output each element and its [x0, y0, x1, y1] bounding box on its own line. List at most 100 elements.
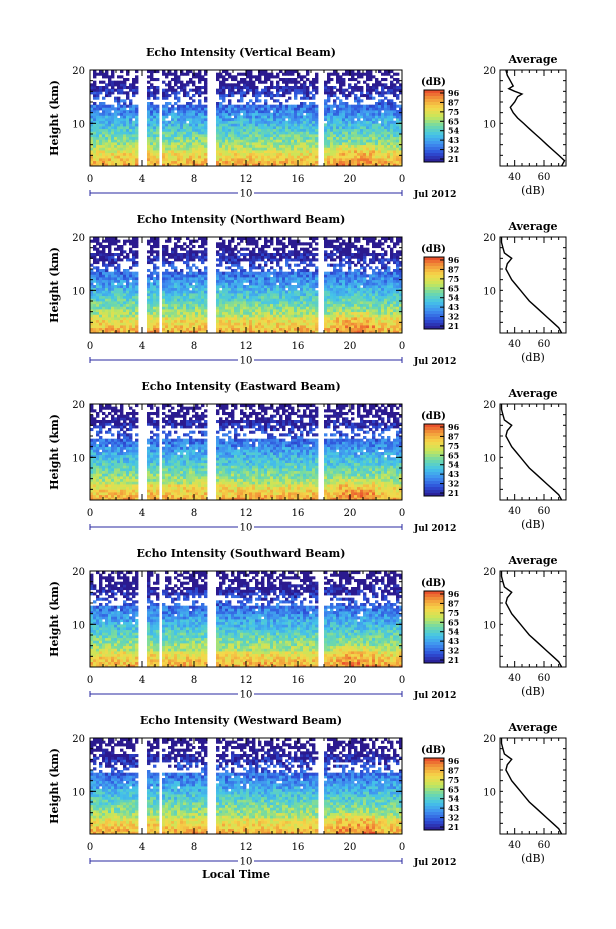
colorbar-label: (dB) — [421, 745, 446, 756]
y-tick-label: 20 — [72, 734, 85, 745]
x-tick-label: 8 — [191, 675, 197, 686]
x-tick-label: 8 — [191, 508, 197, 519]
y-tick-label: 20 — [72, 400, 85, 411]
colorbar-tick-label: 32 — [448, 813, 459, 823]
heatmap — [90, 404, 403, 501]
colorbar-tick-label: 21 — [448, 822, 459, 832]
average-y-tick-label: 20 — [483, 66, 496, 77]
average-y-tick-label: 10 — [483, 286, 496, 297]
average-y-tick-label: 20 — [483, 233, 496, 244]
panel-title: Echo Intensity (Eastward Beam) — [141, 380, 340, 393]
x-tick-label: 8 — [191, 842, 197, 853]
average-frame — [499, 403, 567, 501]
x-tick-label: 0 — [87, 174, 93, 185]
y-axis-label: Height (km) — [48, 748, 61, 824]
heatmap — [90, 738, 403, 835]
x-axis-label: Local Time — [202, 868, 270, 881]
date-marker: 10 — [240, 857, 253, 868]
x-tick-label: 4 — [139, 842, 145, 853]
y-tick-label: 20 — [72, 233, 85, 244]
colorbar-tick-label: 96 — [448, 255, 460, 265]
colorbar-tick-label: 75 — [448, 775, 459, 785]
colorbar-tick-label: 96 — [448, 589, 460, 599]
average-title: Average — [507, 220, 557, 233]
colorbar-tick-label: 75 — [448, 274, 459, 284]
colorbar-tick-label: 65 — [448, 116, 459, 126]
average-x-axis-label: (dB) — [521, 685, 545, 698]
colorbar-tick-label: 32 — [448, 145, 459, 155]
x-tick-label: 12 — [240, 675, 253, 686]
average-x-tick-label: 40 — [508, 339, 521, 350]
x-tick-label: 0 — [87, 675, 93, 686]
heatmap — [90, 70, 403, 167]
y-axis-label: Height (km) — [48, 581, 61, 657]
colorbar-tick-label: 96 — [448, 88, 460, 98]
date-marker: 10 — [240, 690, 253, 701]
colorbar-tick-label: 65 — [448, 450, 459, 460]
colorbar-tick-label: 43 — [448, 636, 460, 646]
colorbar-tick-label: 32 — [448, 646, 459, 656]
colorbar-tick-label: 21 — [448, 321, 459, 331]
x-tick-label: 0 — [87, 842, 93, 853]
x-tick-label: 0 — [399, 341, 405, 352]
average-y-tick-label: 20 — [483, 400, 496, 411]
y-axis-label: Height (km) — [48, 80, 61, 156]
heatmap — [90, 237, 403, 334]
colorbar — [423, 256, 445, 330]
panel-4: Echo Intensity (Southward Beam) 10 20 Heigh… — [48, 547, 567, 701]
x-tick-label: 20 — [344, 508, 357, 519]
x-tick-label: 4 — [139, 341, 145, 352]
panel-1: Echo Intensity (Vertical Beam) 10 20 Height… — [48, 46, 567, 200]
average-frame — [499, 69, 567, 167]
y-tick-label: 10 — [72, 787, 85, 798]
average-x-axis-label: (dB) — [521, 518, 545, 531]
average-x-tick-label: 60 — [538, 506, 551, 517]
heatmap — [90, 571, 403, 668]
x-tick-label: 20 — [344, 174, 357, 185]
colorbar-tick-label: 87 — [448, 598, 459, 608]
x-tick-label: 4 — [139, 174, 145, 185]
average-y-tick-label: 20 — [483, 734, 496, 745]
colorbar-tick-label: 21 — [448, 154, 459, 164]
x-tick-label: 0 — [399, 174, 405, 185]
average-title: Average — [507, 554, 557, 567]
x-tick-label: 4 — [139, 675, 145, 686]
colorbar-tick-label: 21 — [448, 488, 459, 498]
x-tick-label: 0 — [399, 675, 405, 686]
colorbar-tick-label: 43 — [448, 469, 460, 479]
average-frame — [499, 570, 567, 668]
y-tick-label: 20 — [72, 567, 85, 578]
average-x-tick-label: 40 — [508, 840, 521, 851]
date-label: Jul 2012 — [413, 524, 456, 534]
colorbar-tick-label: 43 — [448, 135, 460, 145]
average-x-tick-label: 40 — [508, 172, 521, 183]
colorbar-tick-label: 54 — [448, 460, 460, 470]
y-axis-label: Height (km) — [48, 414, 61, 490]
average-title: Average — [507, 387, 557, 400]
panel-title: Echo Intensity (Northward Beam) — [137, 213, 346, 226]
x-tick-label: 12 — [240, 341, 253, 352]
x-tick-label: 0 — [87, 508, 93, 519]
x-tick-label: 16 — [292, 508, 305, 519]
average-title: Average — [507, 721, 557, 734]
colorbar-tick-label: 96 — [448, 756, 460, 766]
colorbar-tick-label: 43 — [448, 803, 460, 813]
average-x-tick-label: 40 — [508, 673, 521, 684]
y-tick-label: 10 — [72, 453, 85, 464]
x-tick-label: 20 — [344, 675, 357, 686]
average-x-tick-label: 60 — [538, 339, 551, 350]
x-tick-label: 0 — [399, 842, 405, 853]
x-tick-label: 16 — [292, 675, 305, 686]
colorbar — [423, 590, 445, 664]
panel-5: Echo Intensity (Westward Beam) 10 20 Height… — [48, 714, 567, 881]
x-tick-label: 20 — [344, 842, 357, 853]
average-profile-line — [500, 404, 563, 501]
average-frame — [499, 737, 567, 835]
colorbar-tick-label: 32 — [448, 479, 459, 489]
average-x-axis-label: (dB) — [521, 184, 545, 197]
panel-2: Echo Intensity (Northward Beam) 10 20 Heigh… — [48, 213, 567, 367]
colorbar-label: (dB) — [421, 244, 446, 255]
x-tick-label: 0 — [87, 341, 93, 352]
panel-title: Echo Intensity (Vertical Beam) — [146, 46, 336, 59]
